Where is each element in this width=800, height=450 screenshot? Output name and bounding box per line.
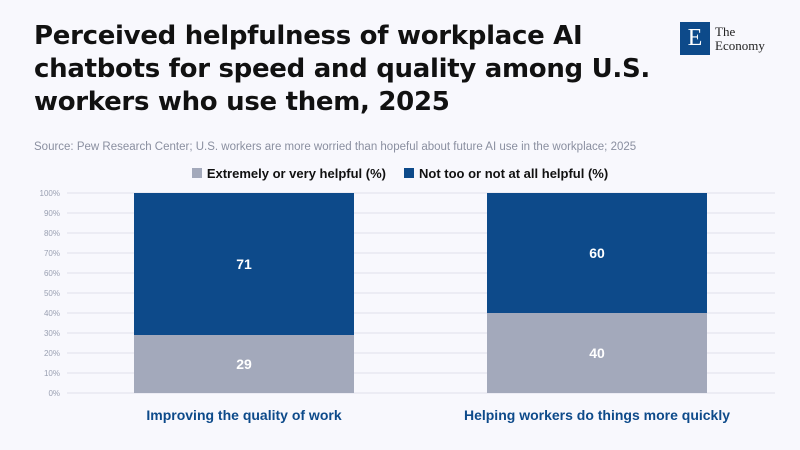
data-label: 29 (236, 356, 252, 372)
source-note: Source: Pew Research Center; U.S. worker… (34, 141, 637, 153)
data-label: 71 (236, 256, 252, 272)
bar-segment (134, 193, 354, 335)
legend-item: Not too or not at all helpful (%) (403, 166, 609, 181)
legend-label: Extremely or very helpful (%) (206, 166, 386, 181)
y-tick-label: 100% (40, 189, 60, 198)
y-tick-label: 40% (44, 309, 60, 318)
bar-segment (487, 313, 707, 393)
legend-item: Extremely or very helpful (%) (191, 166, 386, 181)
bar-segment (134, 335, 354, 393)
data-label: 60 (589, 245, 605, 261)
x-tick-label: Improving the quality of work (146, 407, 341, 423)
y-tick-label: 50% (44, 289, 60, 298)
y-tick-label: 10% (44, 369, 60, 378)
legend-swatch (191, 168, 202, 178)
legend-swatch (403, 168, 414, 178)
y-tick-label: 30% (44, 329, 60, 338)
logo-mark: E (680, 22, 710, 55)
y-tick-label: 0% (48, 389, 60, 398)
data-label: 40 (589, 345, 605, 361)
y-tick-label: 90% (44, 209, 60, 218)
chart-title: Perceived helpfulness of workplace AI ch… (34, 21, 650, 117)
logo-line1: The (715, 23, 736, 39)
y-tick-label: 70% (44, 249, 60, 258)
logo-line2: Economy (715, 37, 765, 53)
bar-segment (487, 193, 707, 313)
legend-label: Not too or not at all helpful (%) (418, 166, 609, 181)
y-tick-label: 80% (44, 229, 60, 238)
logo: E The Economy (680, 22, 765, 55)
x-tick-label: Helping workers do things more quickly (464, 407, 730, 423)
y-tick-label: 60% (44, 269, 60, 278)
legend: Extremely or very helpful (%) Not too or… (0, 166, 800, 181)
y-tick-label: 20% (44, 349, 60, 358)
